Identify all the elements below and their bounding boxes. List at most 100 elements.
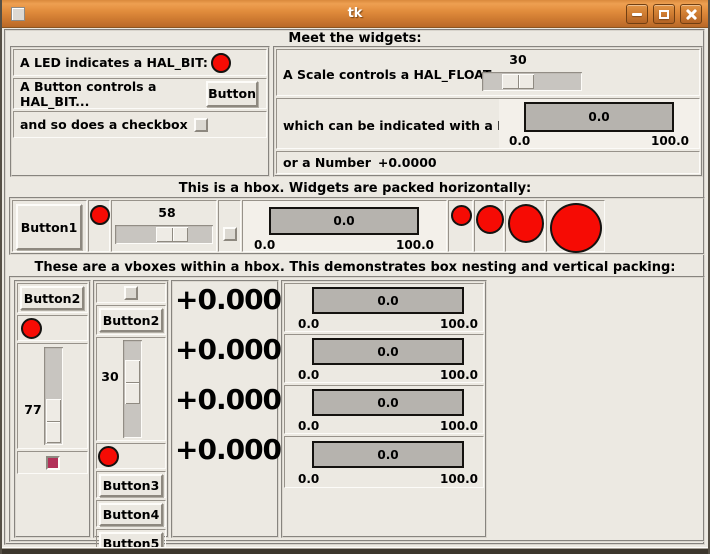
- button3[interactable]: Button3: [99, 474, 163, 497]
- vbox4-bar-cell: 0.0 0.0 100.0: [284, 436, 484, 488]
- bar-scale-labels: 0.0 100.0: [298, 368, 478, 382]
- close-button[interactable]: [680, 4, 702, 24]
- bar-max-label: 100.0: [440, 419, 478, 433]
- hal-bit-checkbox[interactable]: [223, 227, 237, 241]
- scale-trough[interactable]: [44, 347, 63, 445]
- bar-value: 0.0: [377, 293, 399, 308]
- button2[interactable]: Button2: [20, 286, 84, 310]
- scale-trough[interactable]: [123, 340, 142, 438]
- bar-value: 0.0: [377, 395, 399, 410]
- bar-max-label: 100.0: [440, 317, 478, 331]
- hbox-led-cell: [474, 200, 504, 252]
- hbox-scale-cell: 58: [111, 200, 217, 252]
- vbox4-bar-cell: 0.0 0.0 100.0: [284, 385, 484, 434]
- button4[interactable]: Button4: [99, 503, 163, 526]
- bar-indicator-area: 0.0 0.0 100.0: [499, 98, 699, 149]
- window-menu-icon[interactable]: [11, 7, 25, 21]
- led-indicator: [21, 318, 42, 339]
- led-indicator: [476, 205, 504, 234]
- bar-min-label: 0.0: [298, 368, 320, 382]
- intro-left-frame: A LED indicates a HAL_BIT: A Button cont…: [10, 46, 270, 177]
- led-indicator: [90, 205, 110, 225]
- bar-min-label: 0.0: [254, 238, 276, 252]
- bar-value: 0.0: [377, 344, 399, 359]
- button-row: A Button controls a HAL_BIT... Button: [13, 78, 267, 109]
- bar-max-label: 100.0: [440, 472, 478, 486]
- vbox4-bar-cell: 0.0 0.0 100.0: [284, 283, 484, 332]
- vbox3-frame: +0.000 +0.000 +0.000 +0.000: [171, 280, 282, 538]
- led-indicator: [451, 205, 472, 226]
- bar-indicator: 0.0: [312, 441, 464, 468]
- led-indicator: [508, 204, 544, 243]
- led-indicator: [210, 52, 231, 73]
- number-value: +0.000: [175, 433, 282, 466]
- vbox1-filler: [16, 475, 89, 536]
- close-icon: [685, 8, 698, 21]
- button2[interactable]: Button2: [99, 308, 163, 332]
- hbox-bar-cell: 0.0 0.0 100.0: [242, 200, 447, 252]
- vbox4-frame: 0.0 0.0 100.0 0.0 0.0 100.0: [281, 280, 487, 538]
- scale-thumb[interactable]: [125, 360, 140, 404]
- bar-min-label: 0.0: [298, 317, 320, 331]
- vbox1-scale-cell: 77: [17, 343, 88, 449]
- window-bottom-border: [2, 547, 708, 554]
- maximize-button[interactable]: [653, 4, 675, 24]
- number-value: +0.000: [175, 333, 282, 366]
- scale-value-label: 58: [158, 205, 176, 220]
- vbox2-checkbox-cell: [96, 283, 166, 303]
- vbox1-checkbox-cell: [17, 451, 88, 474]
- intro-left-filler: [12, 139, 268, 175]
- vbox2-button3-cell: Button3: [96, 471, 166, 498]
- scale-value-label: 30: [101, 369, 119, 384]
- bar-scale-labels: 0.0 100.0: [298, 317, 478, 331]
- bar-indicator: 0.0: [524, 101, 674, 132]
- hal-bit-checkbox[interactable]: [193, 117, 208, 132]
- panel-content: Meet the widgets: A LED indicates a HAL_…: [2, 29, 708, 554]
- minimize-button[interactable]: [626, 4, 648, 24]
- vbox2-scale-cell: 30: [96, 337, 166, 441]
- hbox-led-cell: [546, 200, 605, 253]
- button1-cell: Button1: [12, 200, 87, 252]
- hal-bit-button[interactable]: Button: [206, 80, 258, 107]
- bar-value: 0.0: [588, 109, 610, 124]
- bar-indicator: 0.0: [269, 207, 419, 235]
- hbox-led-cell: [88, 200, 110, 252]
- scale-thumb[interactable]: [46, 399, 61, 443]
- hal-bit-checkbox[interactable]: [124, 286, 138, 300]
- number-value: +0.000: [175, 283, 282, 316]
- hal-bit-checkbox-checked[interactable]: [45, 455, 60, 470]
- titlebar[interactable]: tk: [2, 0, 708, 28]
- bar-row-label: which can be indicated with a Bar...: [283, 117, 534, 133]
- scale-thumb[interactable]: [502, 74, 534, 89]
- hbox-checkbox-cell: [218, 200, 241, 252]
- led-indicator: [98, 446, 119, 467]
- checkbox-row: and so does a checkbox: [13, 111, 267, 138]
- scale-thumb[interactable]: [156, 227, 188, 242]
- led-indicator: [550, 203, 602, 253]
- scale-row: A Scale controls a HAL_FLOAT... 30: [276, 49, 700, 96]
- hbox-frame: Button1 58 0.0 0.0 100.0: [9, 197, 705, 255]
- bar-max-label: 100.0: [440, 368, 478, 382]
- window-controls: [626, 4, 702, 24]
- button1[interactable]: Button1: [16, 204, 82, 250]
- bar-indicator: 0.0: [312, 389, 464, 416]
- hbox-led-cell: [448, 200, 473, 252]
- bar-min-label: 0.0: [298, 419, 320, 433]
- bar-indicator: 0.0: [312, 338, 464, 365]
- scale-trough[interactable]: [115, 225, 213, 244]
- section-header-hbox: This is a hbox. Widgets are packed horiz…: [178, 181, 532, 196]
- hbox-filler: [605, 199, 703, 253]
- scale-row-label: A Scale controls a HAL_FLOAT...: [283, 67, 504, 82]
- number-value: +0.000: [175, 383, 282, 416]
- bar-min-label: 0.0: [298, 472, 320, 486]
- scale-trough[interactable]: [482, 72, 582, 91]
- bar-value: 0.0: [333, 214, 355, 228]
- minimize-icon: [632, 12, 642, 16]
- vbox1-button-cell: Button2: [17, 283, 88, 313]
- checkbox-row-label: and so does a checkbox: [20, 117, 188, 132]
- bar-indicator: 0.0: [312, 287, 464, 314]
- number-value: +0.0000: [377, 155, 437, 171]
- bar-scale-labels: 0.0 100.0: [298, 419, 478, 433]
- vbox2-frame: Button2 30 Button3 Button4: [93, 280, 169, 554]
- bar-min-label: 0.0: [509, 133, 531, 148]
